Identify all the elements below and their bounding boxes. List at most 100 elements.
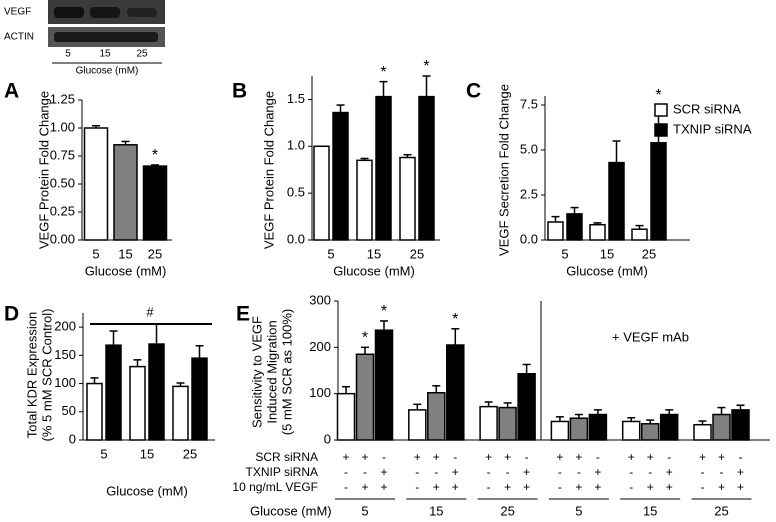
condition-sign: + <box>485 450 492 464</box>
bar <box>550 420 570 441</box>
y-tick-label: 1.5 <box>287 91 305 106</box>
panel-letter: D <box>4 303 19 326</box>
x-tick-label: 15 <box>429 503 443 518</box>
y-axis-label: VEGF Protein Fold Change <box>261 91 276 249</box>
condition-sign: + <box>361 450 368 464</box>
blot-label: VEGF <box>4 7 31 18</box>
x-tick-label: 5 <box>327 246 334 261</box>
significance: * <box>152 147 158 164</box>
condition-sign: + <box>504 450 511 464</box>
x-axis-label: Glucose (mM) <box>106 483 188 498</box>
y-tick-label: 5.0 <box>520 141 538 156</box>
y-axis-label: VEGF Secretion Fold Change <box>496 84 511 256</box>
bar <box>650 142 667 241</box>
y-tick-label: 0.00 <box>50 231 75 246</box>
condition-sign: - <box>701 465 705 479</box>
condition-sign: + <box>666 465 673 479</box>
bar <box>105 344 122 441</box>
y-tick-label: 200 <box>54 319 76 334</box>
condition-sign: + <box>380 480 387 494</box>
y-tick-label: 100 <box>309 385 331 400</box>
y-tick-label: 200 <box>309 339 331 354</box>
bar <box>621 420 641 441</box>
condition-label: 10 ng/mL VEGF <box>232 480 318 494</box>
y-axis-label: VEGF Protein Fold Change <box>36 91 51 249</box>
condition-sign: - <box>344 480 348 494</box>
condition-sign: - <box>701 480 705 494</box>
bar <box>566 213 583 241</box>
condition-sign: + <box>699 450 706 464</box>
condition-sign: + <box>433 450 440 464</box>
y-tick-label: 0.5 <box>287 185 305 200</box>
condition-label: SCR siRNA <box>255 450 318 464</box>
y-tick-label: 0.75 <box>50 147 75 162</box>
significance: * <box>362 330 368 347</box>
condition-sign: - <box>453 450 457 464</box>
x-tick-label: 5 <box>575 503 582 518</box>
bar <box>589 223 606 241</box>
bar <box>517 372 536 441</box>
blot-xlabel: Glucose (mM) <box>76 66 139 77</box>
condition-sign: - <box>558 480 562 494</box>
x-tick-label: 15 <box>367 246 381 261</box>
condition-sign: + <box>504 480 511 494</box>
panel-letter: C <box>466 80 481 103</box>
bar <box>608 161 625 241</box>
condition-sign: + <box>452 480 459 494</box>
x-tick-label: 25 <box>500 503 514 518</box>
x-axis-label: Glucose (mM) <box>566 263 648 278</box>
condition-sign: - <box>629 465 633 479</box>
condition-sign: + <box>575 480 582 494</box>
legend-label: SCR siRNA <box>673 101 741 116</box>
condition-sign: - <box>648 465 652 479</box>
blot-label: ACTIN <box>4 32 34 43</box>
y-tick-label: 0 <box>324 431 331 446</box>
x-tick-label: 5 <box>561 246 568 261</box>
significance: * <box>380 64 386 81</box>
bar <box>427 391 446 441</box>
condition-sign: + <box>594 465 601 479</box>
condition-sign: - <box>382 450 386 464</box>
band <box>127 8 157 17</box>
panel-letter: E <box>236 303 250 326</box>
y-tick-label: 0.25 <box>50 203 75 218</box>
legend-swatch <box>654 103 668 117</box>
bar <box>148 343 165 441</box>
bar <box>659 413 679 441</box>
lane-label: 5 <box>65 49 71 60</box>
bar <box>408 409 427 441</box>
lane-label: 15 <box>99 49 111 60</box>
condition-sign: + <box>523 465 530 479</box>
condition-sign: - <box>739 450 743 464</box>
condition-sign: + <box>380 465 387 479</box>
condition-sign: + <box>575 450 582 464</box>
condition-sign: - <box>577 465 581 479</box>
condition-sign: + <box>342 450 349 464</box>
condition-sign: + <box>718 480 725 494</box>
y-tick-label: 1.25 <box>50 91 75 106</box>
panel-letter: A <box>4 80 19 103</box>
condition-sign: - <box>629 480 633 494</box>
y-tick-label: 2.5 <box>520 186 538 201</box>
bar <box>547 221 564 241</box>
y-tick-label: 7.5 <box>520 96 538 111</box>
x-tick-label: 5 <box>100 446 107 461</box>
bar <box>355 353 375 441</box>
bar <box>479 405 498 441</box>
bar <box>375 95 392 241</box>
condition-sign: + <box>414 450 421 464</box>
x-tick-label: 25 <box>183 446 197 461</box>
condition-sign: - <box>667 450 671 464</box>
condition-sign: + <box>556 450 563 464</box>
condition-sign: + <box>433 480 440 494</box>
band <box>90 7 120 18</box>
annotation: + VEGF mAb <box>612 329 689 344</box>
condition-sign: + <box>452 465 459 479</box>
y-tick-label: 1.0 <box>287 138 305 153</box>
bar <box>83 127 109 241</box>
bar <box>191 357 208 441</box>
condition-sign: + <box>647 480 654 494</box>
band <box>54 7 84 18</box>
condition-sign: + <box>666 480 673 494</box>
